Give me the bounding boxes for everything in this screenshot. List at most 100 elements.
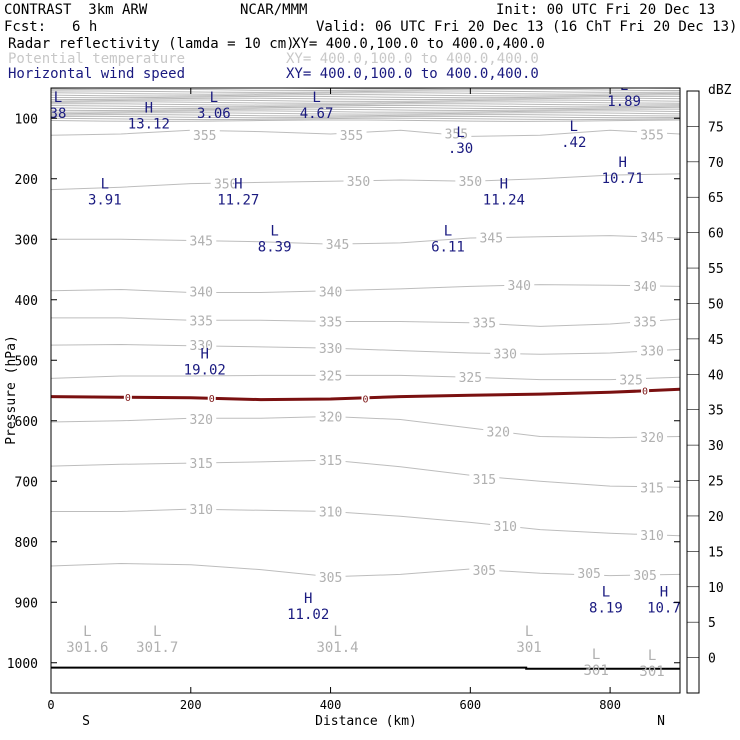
theta-label-bg: [322, 237, 353, 252]
theta-contour-325: [51, 374, 680, 381]
theta-contour-label: 325: [319, 369, 342, 384]
wind-extremum-value: 8.19: [589, 600, 623, 616]
theta-label-bg: [186, 338, 217, 353]
y-tick-label: 600: [15, 415, 38, 430]
theta-contour-label: 340: [508, 279, 531, 294]
theta-band-line: [51, 101, 680, 104]
wind-extremum-marker: L: [444, 223, 452, 239]
theta-band-line: [51, 97, 680, 101]
theta-label-bg: [504, 278, 535, 293]
theta-contour-label: 330: [190, 339, 213, 354]
wind-extremum-marker: L: [54, 90, 62, 106]
theta-band-line: [51, 110, 680, 113]
wind-extremum-value: 38: [50, 106, 67, 122]
theta-contour-label: 325: [619, 374, 642, 389]
theta-label-bg: [490, 346, 521, 361]
theta-contour-label: 355: [340, 129, 363, 144]
theta-extremum-value: 301: [583, 663, 608, 679]
theta-label-bg: [637, 343, 668, 358]
wind-extremum-marker: H: [234, 177, 242, 193]
theta-label-bg: [315, 453, 346, 468]
wind-extremum-value: 3.91: [88, 193, 122, 209]
theta-label-bg: [630, 314, 661, 329]
theta-label-bg: [637, 528, 668, 543]
theta-contour-label: 330: [640, 345, 663, 360]
surface-line: [51, 666, 680, 670]
wind-extremum-marker: L: [101, 177, 109, 193]
x-start-label: S: [82, 714, 90, 729]
wind-extremum-value: 6.11: [431, 239, 465, 255]
wind-extremum-marker: H: [618, 155, 626, 171]
theta-extremum-marker: L: [333, 624, 341, 640]
theta-contour-340: [51, 284, 680, 293]
y-tick-label: 400: [15, 294, 38, 309]
theta-label-bg: [637, 127, 668, 142]
theta-label-bg: [455, 370, 486, 385]
theta-contour-label: 335: [473, 317, 496, 332]
theta-label-bg: [315, 569, 346, 584]
theta-contour-label: 305: [633, 569, 656, 584]
theta-band-line: [51, 119, 680, 122]
y-axis-label: Pressure (hPa): [4, 335, 19, 445]
theta-contour-label: 305: [577, 567, 600, 582]
theta-band-line: [51, 106, 680, 110]
theta-label-bg: [630, 568, 661, 583]
theta-label-bg: [186, 233, 217, 248]
y-tick-label: 300: [15, 233, 38, 248]
theta-contour-label: 305: [473, 564, 496, 579]
theta-contour-330: [51, 343, 680, 355]
theta-label-bg: [186, 456, 217, 471]
x-tick-label: 0: [47, 698, 54, 712]
theta-label-bg: [469, 563, 500, 578]
theta-band-line: [51, 105, 680, 108]
theta-extremum-marker: L: [525, 624, 533, 640]
theta-band-line: [51, 108, 680, 112]
theta-label-bg: [483, 424, 514, 439]
theta-label-bg: [455, 174, 486, 189]
theta-contour-label: 345: [640, 231, 663, 246]
fcst-label: Fcst:: [4, 19, 47, 35]
wind-extremum-marker: L: [602, 584, 610, 600]
theta-band-line: [51, 117, 680, 121]
theta-label-bg: [616, 372, 647, 387]
theta-contour-label: 310: [640, 529, 663, 544]
wind-extremum-value: 10.71: [602, 171, 644, 187]
theta-band-line: [51, 88, 680, 90]
colorbar-label: 10: [708, 581, 724, 596]
theta-contour-label: 340: [190, 285, 213, 300]
theta-extremum-value: 301: [516, 640, 541, 656]
theta-contour-label: 345: [480, 231, 503, 246]
theta-contour-label: 320: [319, 411, 342, 426]
colorbar-label: 35: [708, 404, 724, 419]
colorbar-label: 70: [708, 156, 724, 171]
colorbar-label: 30: [708, 439, 724, 454]
theta-contour-label: 315: [319, 454, 342, 469]
theta-band-line: [51, 114, 680, 117]
wind-extremum-marker: H: [500, 177, 508, 193]
theta-label-bg: [210, 176, 241, 191]
y-tick-label: 1000: [7, 657, 38, 672]
theta-contour-label: 355: [640, 129, 663, 144]
theta-extremum-value: 301.6: [66, 640, 108, 656]
wind-extremum-marker: L: [270, 223, 278, 239]
zero-contour-label: 0: [642, 387, 648, 398]
theta-contour-310: [51, 508, 680, 537]
y-tick-label: 100: [15, 112, 38, 127]
colorbar-label: 5: [708, 616, 716, 631]
x-tick-label: 800: [599, 698, 621, 712]
colorbar-label: 50: [708, 297, 724, 312]
wind-extremum-value: 1.89: [607, 94, 641, 110]
theta-band-line: [51, 94, 680, 97]
zero-contour-label: 0: [209, 394, 215, 405]
theta-label-bg: [469, 471, 500, 486]
wind-extremum-value: 19.02: [184, 363, 226, 379]
theta-band-line: [51, 90, 680, 93]
zero-contour-label: 0: [125, 393, 131, 404]
colorbar-label: 60: [708, 227, 724, 242]
theta-contour-label: 335: [319, 316, 342, 331]
theta-label-bg: [315, 314, 346, 329]
theta-contour-label: 355: [193, 129, 216, 144]
wind-extremum-value: 4.67: [300, 106, 334, 122]
theta-contour-label: 335: [190, 314, 213, 329]
wind-extremum-marker: L: [456, 125, 464, 141]
